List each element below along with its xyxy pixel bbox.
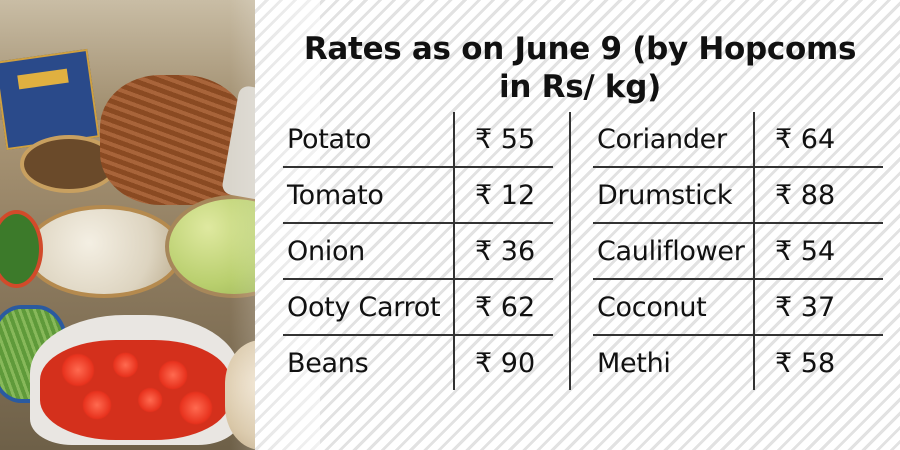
item-rate: ₹ 62 <box>475 292 536 323</box>
item-rate: ₹ 37 <box>775 292 836 323</box>
item-name: Methi <box>597 348 671 379</box>
table-row: Coconut ₹ 37 <box>593 280 883 336</box>
item-rate: ₹ 88 <box>775 180 836 211</box>
rates-table: Potato ₹ 55 Tomato ₹ 12 Onion ₹ 36 Ooty … <box>283 112 883 402</box>
item-name: Coriander <box>597 124 727 155</box>
rates-column-left: Potato ₹ 55 Tomato ₹ 12 Onion ₹ 36 Ooty … <box>283 112 553 402</box>
rates-title: Rates as on June 9 (by Hopcoms in Rs/ kg… <box>303 31 857 105</box>
table-row: Tomato ₹ 12 <box>283 168 553 224</box>
item-name: Cauliflower <box>597 236 745 267</box>
item-rate: ₹ 55 <box>475 124 536 155</box>
item-rate: ₹ 90 <box>475 348 536 379</box>
table-row: Cauliflower ₹ 54 <box>593 224 883 280</box>
column-divider <box>753 112 755 390</box>
item-rate: ₹ 54 <box>775 236 836 267</box>
item-name: Potato <box>287 124 372 155</box>
item-name: Tomato <box>287 180 384 211</box>
hatched-background <box>255 0 900 450</box>
table-row: Potato ₹ 55 <box>283 112 553 168</box>
table-row: Beans ₹ 90 <box>283 336 553 392</box>
item-rate: ₹ 12 <box>475 180 536 211</box>
column-divider <box>453 112 455 390</box>
item-name: Coconut <box>597 292 707 323</box>
item-rate: ₹ 36 <box>475 236 536 267</box>
item-name: Drumstick <box>597 180 733 211</box>
item-rate: ₹ 58 <box>775 348 836 379</box>
photo-fade <box>230 0 320 450</box>
item-name: Onion <box>287 236 365 267</box>
center-divider <box>569 112 571 390</box>
item-name: Beans <box>287 348 369 379</box>
table-row: Ooty Carrot ₹ 62 <box>283 280 553 336</box>
table-row: Coriander ₹ 64 <box>593 112 883 168</box>
item-name: Ooty Carrot <box>287 292 441 323</box>
table-row: Methi ₹ 58 <box>593 336 883 392</box>
table-row: Onion ₹ 36 <box>283 224 553 280</box>
rates-column-right: Coriander ₹ 64 Drumstick ₹ 88 Cauliflowe… <box>593 112 883 402</box>
item-rate: ₹ 64 <box>775 124 836 155</box>
table-row: Drumstick ₹ 88 <box>593 168 883 224</box>
